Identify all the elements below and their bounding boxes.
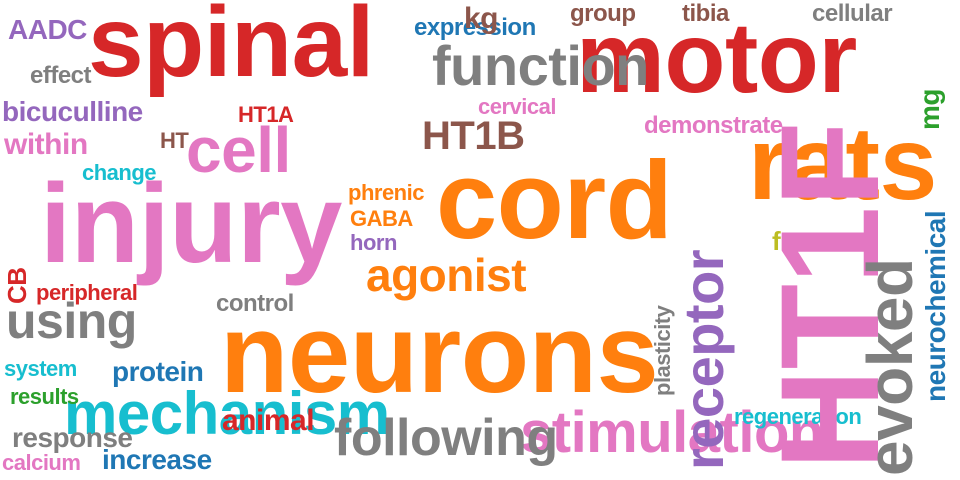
word-fracture: demonstrate — [644, 112, 783, 139]
word-function: cell — [186, 114, 291, 186]
word-regeneration: control — [216, 290, 294, 317]
word-phrenic: mg — [914, 89, 945, 130]
word-within: AADC — [8, 14, 87, 45]
word-peripheral: CB — [2, 267, 32, 304]
word-CB: response — [12, 422, 133, 453]
word-cord: cord — [436, 139, 673, 262]
word-expression: within — [4, 128, 88, 161]
word-animal: peripheral — [36, 280, 138, 305]
word-kg: HT — [160, 128, 189, 153]
word-calcium: protein — [112, 356, 204, 387]
word-change: bicuculline — [2, 96, 143, 127]
word-spinal: spinal — [88, 0, 374, 98]
word-control: phrenic — [348, 180, 424, 205]
word-protein: horn — [350, 230, 397, 255]
word-effect: following — [334, 409, 558, 467]
word-cervical: group — [570, 0, 636, 27]
word-group: change — [82, 160, 157, 185]
word-results: fracture — [772, 226, 865, 256]
word-stimulation: receptor — [672, 249, 735, 470]
word-mechanism: agonist — [366, 249, 527, 301]
word-evoked: animal — [222, 404, 315, 437]
word-HT1B: mechanism — [64, 380, 390, 447]
word-mg: regeneration — [734, 404, 862, 429]
word-plasticity: calcium — [2, 450, 81, 475]
word-HT: effect — [30, 62, 92, 89]
word-agonist: using — [6, 293, 137, 349]
word-receptor: neurochemical — [920, 210, 951, 402]
word-increase: plasticity — [650, 305, 675, 396]
word-neurochemical: increase — [102, 444, 212, 475]
word-following: evoked — [854, 258, 926, 476]
word-demonstrate: cellular — [812, 0, 893, 27]
word-tibia: expression — [414, 14, 536, 41]
word-injury: injury — [40, 161, 342, 286]
word-HT1F: results — [10, 384, 79, 409]
word-neurons: neurons — [220, 291, 659, 416]
word-bicuculline: HT1B — [422, 114, 525, 158]
word-using: function — [432, 34, 649, 97]
word-GABA: cervical — [478, 94, 556, 119]
word-response: system — [4, 356, 77, 381]
word-cellular: kg — [464, 2, 499, 35]
word-system: GABA — [350, 206, 413, 231]
word-AADC: stimulation — [520, 400, 824, 465]
word-rats: rats — [748, 106, 937, 222]
word-HT1A: tibia — [682, 0, 729, 27]
word-motor: motor — [576, 2, 857, 114]
word-horn: HT1A — [238, 102, 294, 127]
